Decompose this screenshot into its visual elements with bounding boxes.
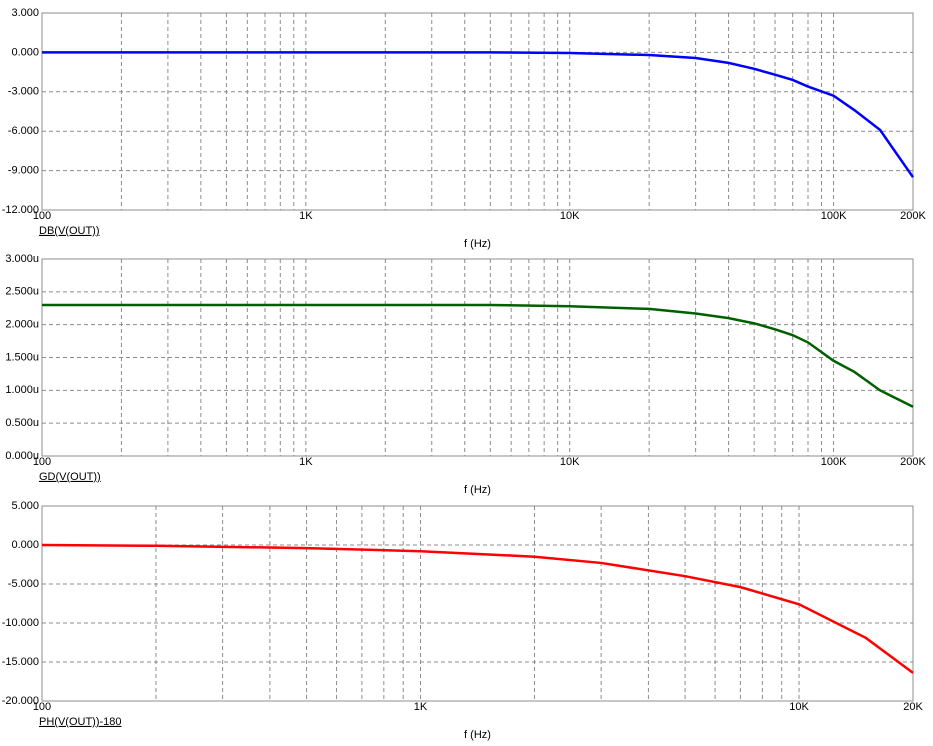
y-tick-label: -3.000 (8, 86, 39, 98)
y-tick-label: -20.000 (2, 695, 39, 707)
x-tick-label: 200K (900, 210, 926, 222)
plot-frame (41, 505, 914, 702)
y-tick-label: 2.500u (5, 286, 39, 298)
x-tick-label: 10K (560, 456, 580, 468)
x-tick-label: 10K (560, 210, 580, 222)
y-tick-label: 0.000u (5, 450, 39, 462)
x-axis-label: f (Hz) (464, 729, 491, 741)
y-tick-label: 2.000u (5, 319, 39, 331)
x-tick-label: 20K (903, 701, 923, 713)
y-tick-label: -10.000 (2, 617, 39, 629)
y-tick-label: 3.000u (5, 253, 39, 265)
plot-frame (41, 12, 914, 211)
y-tick-label: -12.000 (2, 204, 39, 216)
y-tick-label: 0.000 (11, 46, 39, 58)
y-tick-label: 3.000 (11, 7, 39, 19)
y-tick-label: -6.000 (8, 125, 39, 137)
legend-label: GD(V(OUT)) (39, 471, 101, 483)
y-tick-label: 1.000u (5, 384, 39, 396)
y-tick-label: -9.000 (8, 165, 39, 177)
legend-label: PH(V(OUT))-180 (39, 716, 122, 728)
x-axis-label: f (Hz) (464, 484, 491, 496)
x-axis-label: f (Hz) (464, 238, 491, 250)
y-tick-label: -15.000 (2, 656, 39, 668)
x-tick-label: 1K (414, 701, 428, 713)
legend-label: DB(V(OUT)) (39, 225, 100, 237)
x-tick-label: 100K (821, 456, 847, 468)
y-tick-label: 0.000 (11, 539, 39, 551)
series-line (41, 543, 914, 674)
x-tick-label: 200K (900, 456, 926, 468)
x-tick-label: 10K (789, 701, 809, 713)
series-line (42, 303, 914, 408)
x-tick-label: 1K (299, 456, 313, 468)
y-tick-label: 5.000 (11, 500, 39, 512)
x-tick-label: 100 (33, 210, 51, 222)
x-tick-label: 100K (821, 210, 847, 222)
y-tick-label: -5.000 (8, 578, 39, 590)
x-tick-label: 100 (33, 701, 51, 713)
x-tick-label: 100 (33, 456, 51, 468)
x-tick-label: 1K (299, 210, 313, 222)
series-line (42, 51, 915, 178)
y-tick-label: 1.500u (5, 351, 39, 363)
y-tick-label: 0.500u (5, 417, 39, 429)
